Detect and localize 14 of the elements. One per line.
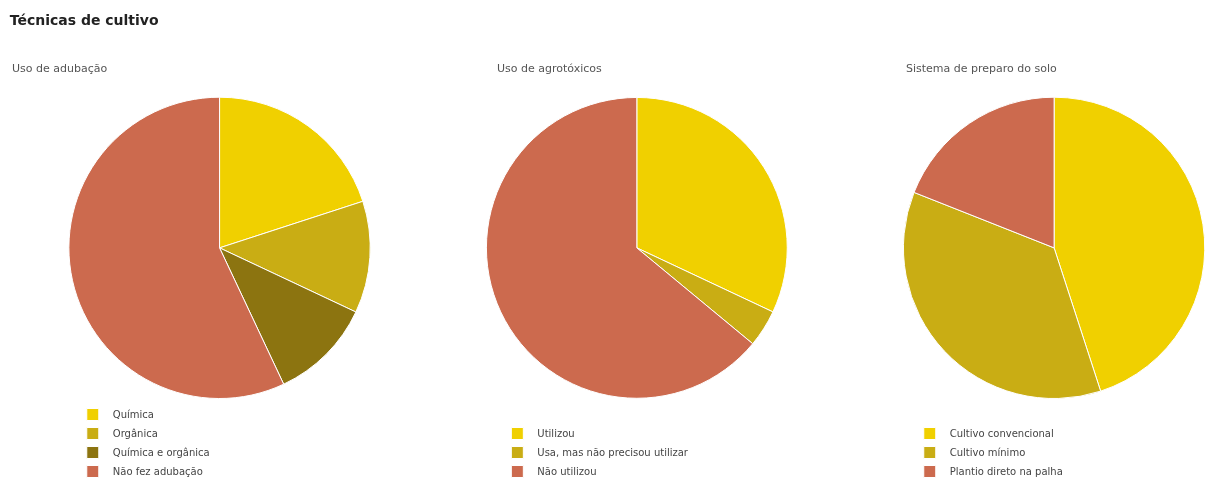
legend-label: Utilizou	[537, 428, 575, 440]
legend-label: Não utilizou	[537, 466, 597, 478]
legend-label: Orgânica	[112, 428, 158, 440]
legend-label: Química	[112, 409, 154, 421]
chart-subtitle: Uso de agrotóxicos	[497, 62, 603, 75]
legend-label: Química e orgânica	[112, 447, 210, 459]
legend-label: Cultivo convencional	[949, 428, 1054, 440]
legend-label: Plantio direto na palha	[949, 466, 1063, 478]
chart-subtitle: Sistema de preparo do solo	[906, 62, 1058, 75]
legend-label: Cultivo mínimo	[949, 447, 1026, 459]
chart-subtitle: Uso de adubação	[12, 62, 108, 75]
chart-title: Técnicas de cultivo	[9, 11, 159, 28]
legend-label: Usa, mas não precisou utilizar	[537, 447, 689, 459]
legend-label: Não fez adubação	[112, 466, 203, 478]
